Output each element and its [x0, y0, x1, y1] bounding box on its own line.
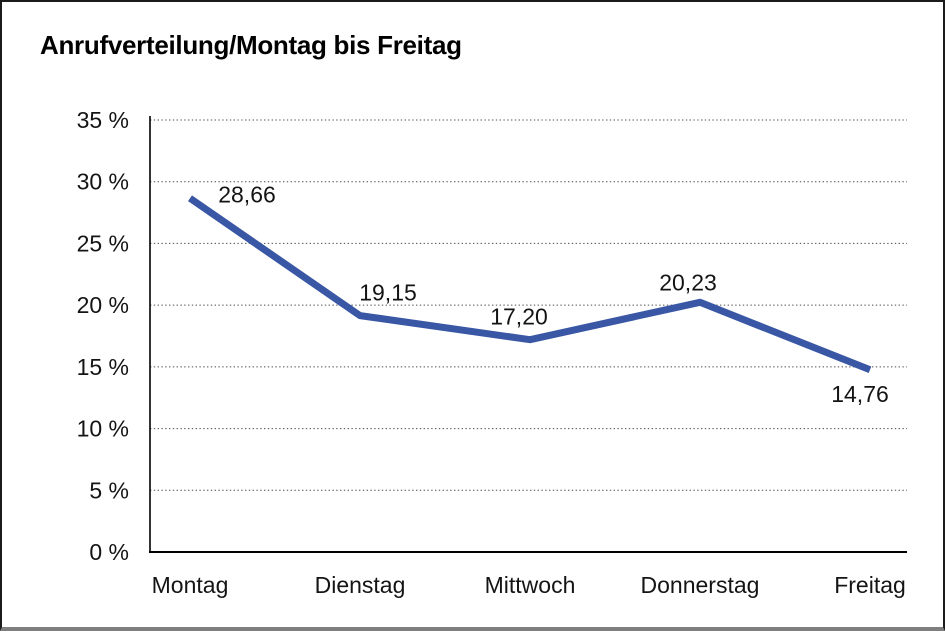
x-category-label: Donnerstag [641, 572, 760, 598]
chart-title: Anrufverteilung/Montag bis Freitag [40, 30, 462, 60]
point-value-label: 17,20 [490, 304, 548, 330]
x-category-label: Mittwoch [485, 572, 576, 598]
point-value-label: 14,76 [831, 381, 889, 407]
x-category-label: Freitag [834, 572, 906, 598]
y-tick-label: 15 % [77, 354, 129, 380]
point-value-label: 19,15 [359, 280, 417, 306]
y-tick-label: 30 % [77, 169, 129, 195]
y-tick-label: 20 % [77, 292, 129, 318]
x-category-label: Dienstag [315, 572, 406, 598]
y-tick-label: 35 % [77, 107, 129, 133]
y-tick-label: 5 % [89, 477, 129, 503]
y-tick-label: 10 % [77, 416, 129, 442]
point-value-label: 28,66 [218, 181, 276, 207]
y-tick-label: 0 % [89, 539, 129, 565]
y-tick-label: 25 % [77, 230, 129, 256]
series-line [188, 195, 872, 374]
x-category-label: Montag [152, 572, 229, 598]
point-value-label: 20,23 [659, 269, 717, 295]
